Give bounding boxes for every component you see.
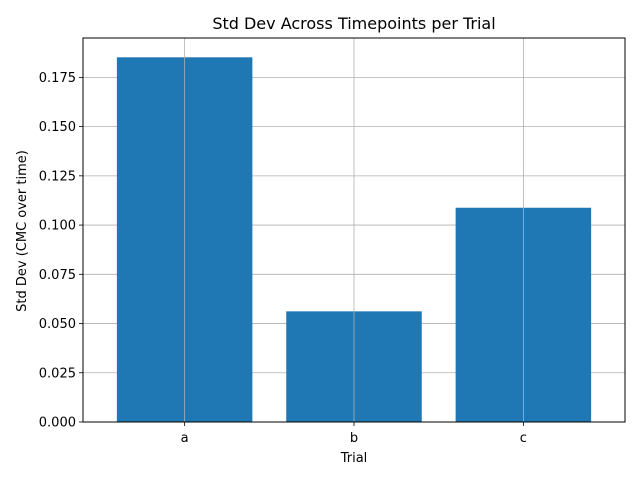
chart-title: Std Dev Across Timepoints per Trial bbox=[212, 14, 495, 33]
y-tick-label: 0.050 bbox=[39, 317, 76, 332]
y-axis-label: Std Dev (CMC over time) bbox=[15, 150, 30, 312]
x-axis-label: Trial bbox=[340, 451, 368, 466]
y-tick-label: 0.150 bbox=[39, 120, 76, 135]
x-tick-label: b bbox=[350, 431, 358, 446]
y-tick-label: 0.175 bbox=[39, 71, 76, 86]
y-tick-label: 0.025 bbox=[39, 366, 76, 381]
bars bbox=[116, 38, 592, 422]
x-tick-label: c bbox=[520, 431, 527, 446]
x-tick-label: a bbox=[181, 431, 189, 446]
y-tick-label: 0.075 bbox=[39, 268, 76, 283]
y-tick-label: 0.100 bbox=[39, 219, 76, 234]
x-axis-ticks: a b c bbox=[181, 422, 527, 446]
y-tick-label: 0.000 bbox=[39, 416, 76, 431]
y-tick-label: 0.125 bbox=[39, 169, 76, 184]
y-axis-ticks: 0.000 0.025 0.050 0.075 0.100 0.125 0.150 0.175 bbox=[39, 71, 83, 431]
